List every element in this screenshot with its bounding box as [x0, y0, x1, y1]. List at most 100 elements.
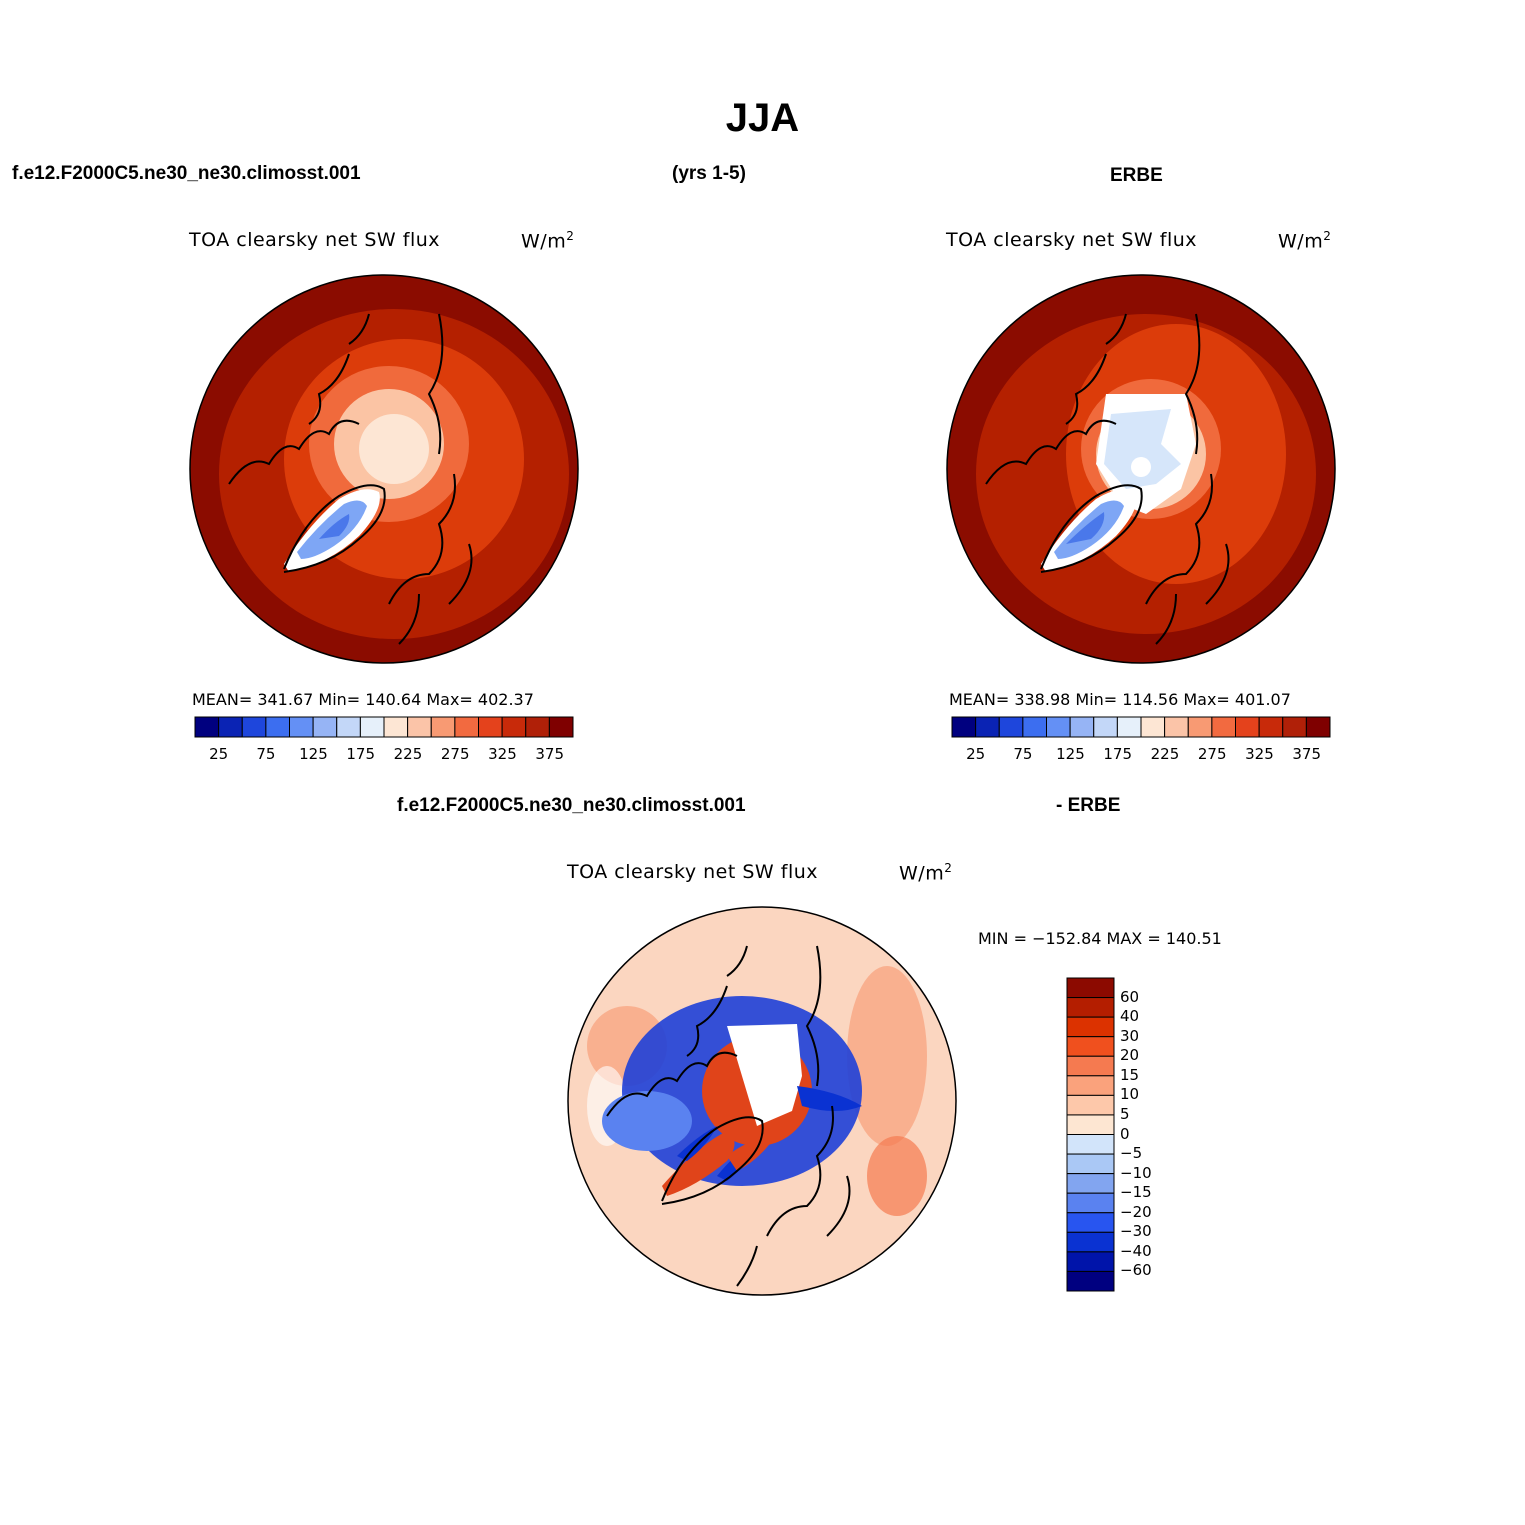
- obs-colorbar-tick-label: 375: [1292, 745, 1322, 763]
- diff-colorbar-tick-label: 40: [1120, 1007, 1140, 1026]
- obs-colorbar: [951, 716, 1331, 738]
- diff-colorbar-swatch: [1066, 1094, 1115, 1116]
- obs-colorbar-swatch: [1116, 716, 1142, 738]
- model-colorbar-swatch: [501, 716, 527, 738]
- diff-polar-map: [567, 906, 957, 1296]
- diff-colorbar-swatch: [1066, 1075, 1115, 1096]
- model-colorbar-swatch: [312, 716, 338, 738]
- model-colorbar-tick-label: 175: [346, 745, 376, 763]
- diff-coastlines: [606, 945, 851, 1287]
- obs-panel-title: TOA clearsky net SW flux: [946, 229, 1198, 251]
- diff-panel-title: TOA clearsky net SW flux: [567, 861, 819, 883]
- obs-colorbar-swatch: [1164, 716, 1189, 738]
- obs-colorbar-swatch: [951, 716, 977, 738]
- model-colorbar-tick-label: 25: [209, 745, 229, 763]
- model-coastlines: [228, 313, 473, 645]
- model-colorbar-swatch: [265, 716, 290, 738]
- diff-colorbar-tick-label: −40: [1120, 1241, 1152, 1260]
- model-colorbar-swatch: [218, 716, 243, 738]
- obs-name-label: ERBE: [1110, 165, 1163, 186]
- diff-colorbar-tick-label: 30: [1120, 1026, 1140, 1045]
- model-panel-title: TOA clearsky net SW flux: [189, 229, 441, 251]
- model-colorbar-swatch: [241, 716, 267, 738]
- model-polar-map: [189, 274, 579, 664]
- obs-colorbar-labels: 25 75 125 175 225 275 325 375: [952, 745, 1330, 765]
- diff-colorbar-swatch: [1066, 1036, 1115, 1057]
- obs-colorbar-tick-label: 25: [966, 745, 986, 763]
- model-colorbar-tick-label: 275: [440, 745, 470, 763]
- model-colorbar-swatch: [289, 716, 314, 738]
- diff-colorbar-tick-label: 15: [1120, 1065, 1140, 1084]
- diff-colorbar-labels: 60 40 30 20 15 10 5 0 −5 −10 −15 −20 −30 −40 −60: [1120, 978, 1200, 1291]
- diff-colorbar-swatch: [1066, 1016, 1115, 1038]
- obs-colorbar-tick-label: 75: [1013, 745, 1033, 763]
- model-panel-units: W/m2: [521, 229, 575, 253]
- obs-colorbar-swatch: [1140, 716, 1166, 738]
- model-colorbar-swatch: [478, 716, 503, 738]
- diff-colorbar-swatch: [1066, 1153, 1115, 1175]
- model-map-fill: [190, 275, 578, 663]
- diff-colorbar-swatch: [1066, 1134, 1115, 1155]
- obs-colorbar-tick-label: 225: [1150, 745, 1180, 763]
- diff-colorbar-tick-label: −20: [1120, 1202, 1152, 1221]
- model-colorbar-swatch: [430, 716, 456, 738]
- diff-colorbar-tick-label: −60: [1120, 1261, 1152, 1280]
- case-name-label: f.e12.F2000C5.ne30_ne30.climosst.001: [12, 163, 361, 184]
- obs-colorbar-swatch: [1093, 716, 1118, 738]
- diff-colorbar-tick-label: −15: [1120, 1183, 1152, 1202]
- model-colorbar-tick-label: 125: [299, 745, 328, 763]
- diff-colorbar-tick-label: 0: [1120, 1124, 1130, 1143]
- obs-colorbar-swatch: [975, 716, 1000, 738]
- obs-colorbar-swatch: [1235, 716, 1260, 738]
- diff-case-name-label: f.e12.F2000C5.ne30_ne30.climosst.001: [397, 795, 746, 816]
- obs-colorbar-swatch: [1069, 716, 1095, 738]
- model-colorbar-swatch: [454, 716, 479, 738]
- diff-colorbar-tick-label: −5: [1120, 1144, 1143, 1163]
- obs-colorbar-swatch: [1022, 716, 1047, 738]
- model-colorbar-swatch: [525, 716, 550, 738]
- model-colorbar-tick-label: 375: [535, 745, 565, 763]
- obs-map-fill: [947, 275, 1335, 663]
- obs-colorbar-tick-label: 125: [1056, 745, 1085, 763]
- obs-colorbar-swatch: [998, 716, 1024, 738]
- diff-colorbar-tick-label: 5: [1120, 1104, 1130, 1123]
- model-colorbar-swatch: [548, 716, 574, 738]
- diff-colorbar-swatch: [1066, 1251, 1115, 1272]
- obs-colorbar-swatch: [1305, 716, 1331, 738]
- diff-colorbar-tick-label: 20: [1120, 1046, 1140, 1065]
- diff-colorbar-tick-label: 10: [1120, 1085, 1140, 1104]
- obs-polar-map: [946, 274, 1336, 664]
- model-colorbar-swatch: [383, 716, 409, 738]
- model-stats: MEAN= 341.67 Min= 140.64 Max= 402.37: [192, 690, 534, 709]
- main-title: JJA: [725, 96, 800, 140]
- obs-coastlines: [985, 313, 1230, 645]
- obs-colorbar-swatch: [1046, 716, 1071, 738]
- diff-colorbar-tick-label: −30: [1120, 1222, 1152, 1241]
- diff-colorbar: [1066, 977, 1115, 1292]
- diff-colorbar-swatch: [1066, 1231, 1115, 1253]
- diff-obs-name-label: - ERBE: [1056, 795, 1121, 816]
- obs-colorbar-tick-label: 325: [1245, 745, 1274, 763]
- model-colorbar-swatch: [407, 716, 432, 738]
- diff-colorbar-swatch: [1066, 1192, 1115, 1214]
- obs-colorbar-tick-label: 275: [1197, 745, 1227, 763]
- obs-stats: MEAN= 338.98 Min= 114.56 Max= 401.07: [949, 690, 1291, 709]
- diff-colorbar-swatch: [1066, 977, 1115, 999]
- model-colorbar-tick-label: 225: [393, 745, 423, 763]
- diff-colorbar-swatch: [1066, 1055, 1115, 1077]
- diff-colorbar-swatch: [1066, 1270, 1115, 1292]
- obs-colorbar-tick-label: 175: [1103, 745, 1133, 763]
- model-colorbar: [194, 716, 574, 738]
- model-colorbar-labels: 25 75 125 175 225 275 325 375: [195, 745, 573, 765]
- obs-colorbar-swatch: [1187, 716, 1213, 738]
- obs-colorbar-swatch: [1282, 716, 1307, 738]
- diff-panel-units: W/m2: [899, 861, 953, 885]
- obs-colorbar-swatch: [1258, 716, 1284, 738]
- diff-colorbar-tick-label: 60: [1120, 987, 1140, 1006]
- obs-panel-units: W/m2: [1278, 229, 1332, 253]
- model-colorbar-tick-label: 325: [488, 745, 517, 763]
- years-label: (yrs 1-5): [672, 163, 746, 184]
- diff-colorbar-swatch: [1066, 1212, 1115, 1233]
- obs-colorbar-swatch: [1211, 716, 1236, 738]
- diff-colorbar-swatch: [1066, 1173, 1115, 1194]
